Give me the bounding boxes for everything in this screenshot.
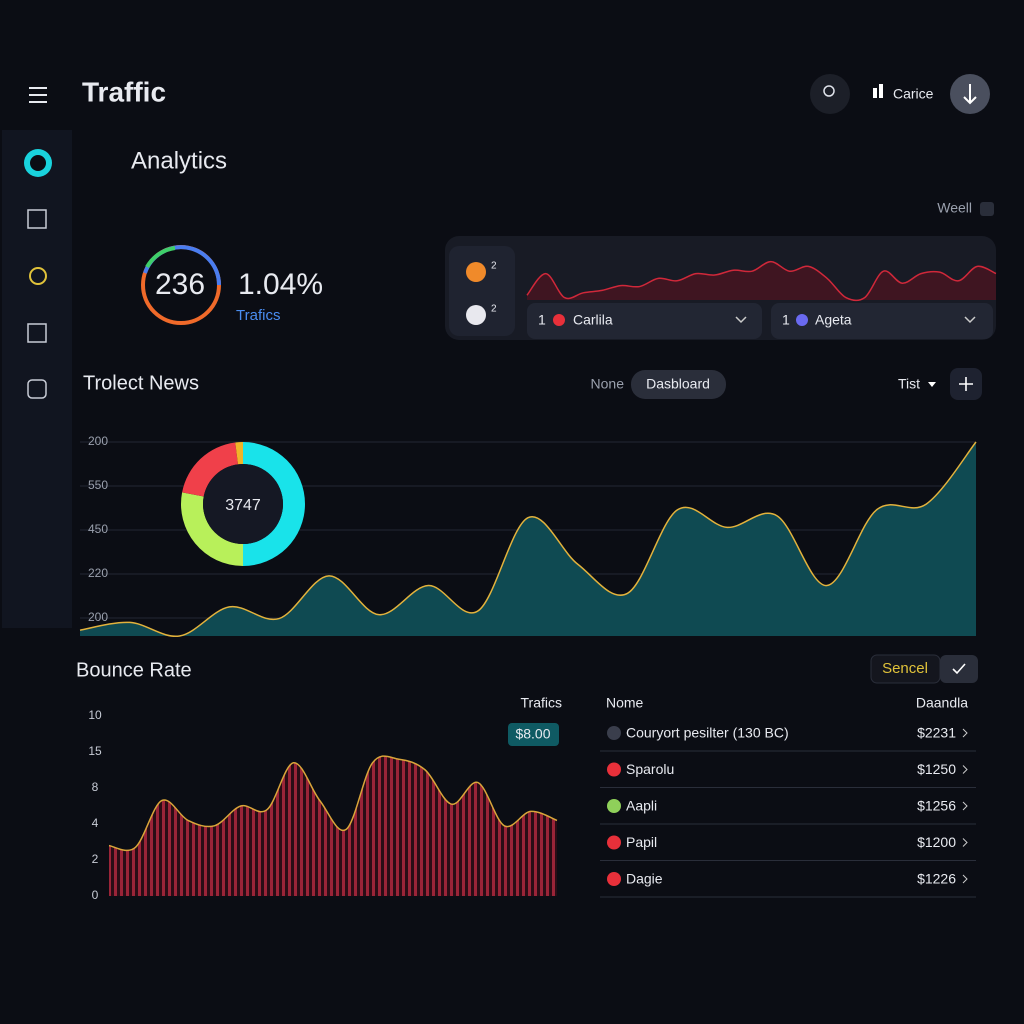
section-title: Trolect News	[83, 372, 199, 394]
row-chevron	[962, 801, 968, 811]
avatar-panel	[449, 246, 515, 336]
caret	[928, 382, 936, 387]
chevron	[735, 316, 747, 324]
dropdown[interactable]	[527, 303, 762, 339]
row-icon	[607, 872, 621, 886]
dropdown-label: Ageta	[815, 312, 852, 328]
period-selector[interactable]: Weell	[937, 200, 972, 216]
button-label[interactable]: Sencel	[882, 660, 928, 677]
table-header: Daandla	[916, 695, 968, 711]
row-name: Dagie	[626, 871, 663, 887]
row-amount: $1256	[917, 798, 956, 814]
area-line	[108, 755, 558, 852]
row-name: Aapli	[626, 798, 657, 814]
row-chevron	[962, 728, 968, 738]
gauge-arc	[145, 246, 176, 269]
user-icon	[873, 88, 877, 98]
y-axis-label: 0	[92, 888, 99, 902]
settings-button[interactable]	[810, 74, 850, 114]
donut-segment	[243, 442, 305, 566]
row-chevron	[962, 874, 968, 884]
row-name: Papil	[626, 834, 657, 850]
y-axis-label: 8	[92, 780, 99, 794]
chevron	[964, 316, 976, 324]
row-chevron	[962, 765, 968, 774]
row-icon	[607, 799, 621, 813]
area-line	[526, 260, 997, 302]
check-icon	[952, 663, 966, 675]
row-name: Couryort pesilter (130 BC)	[626, 725, 789, 741]
donut-segment	[180, 492, 243, 566]
row-amount: $1200	[917, 834, 956, 850]
donut-hole	[203, 464, 283, 544]
donut-label: 3747	[225, 497, 261, 514]
nav-security[interactable]	[27, 379, 47, 399]
y-axis-label: 2	[92, 852, 99, 866]
user-icon	[879, 84, 883, 98]
dropdown-count: 1	[538, 312, 546, 328]
y-axis-label: 200	[88, 610, 108, 624]
y-axis-label: 4	[92, 816, 99, 830]
row-name: Sparolu	[626, 761, 674, 777]
tab[interactable]: Dasbloard	[646, 376, 710, 392]
menu-button[interactable]	[29, 87, 47, 103]
y-axis-label: 200	[88, 434, 108, 448]
add-icon	[959, 377, 973, 391]
nav-home-icon	[30, 155, 46, 171]
nav-reports[interactable]	[27, 209, 47, 229]
filter-dropdown[interactable]: Tist	[898, 376, 920, 392]
dropdown[interactable]	[771, 303, 993, 339]
download-icon	[963, 84, 977, 105]
sidebar	[2, 130, 72, 628]
area-fill	[109, 756, 557, 896]
confirm-button[interactable]	[940, 655, 978, 683]
tab[interactable]: None	[591, 376, 625, 392]
y-axis-label: 550	[88, 478, 108, 492]
row-chevron	[962, 838, 968, 847]
nav-insights[interactable]	[29, 267, 47, 285]
row-amount: $1250	[917, 761, 956, 777]
y-axis-label: 450	[88, 522, 108, 536]
y-axis-label: 220	[88, 566, 108, 580]
gauge-value: 236	[155, 268, 205, 301]
y-axis-label: 15	[88, 744, 102, 758]
row-icon	[607, 762, 621, 777]
series-label: Trafics	[521, 695, 562, 711]
dropdown-icon	[796, 314, 808, 326]
avatar	[466, 262, 486, 282]
row-icon	[607, 835, 621, 850]
section-title: Analytics	[131, 147, 227, 174]
nav-files[interactable]	[27, 323, 47, 343]
avatar-badge: 2	[491, 261, 497, 272]
area-fill	[80, 442, 976, 637]
tab-active-bg[interactable]	[631, 370, 726, 399]
user-name[interactable]: Carice	[893, 86, 934, 102]
dropdown-count: 1	[782, 312, 790, 328]
donut-segment	[235, 442, 243, 465]
row-amount: $2231	[917, 725, 956, 741]
row-icon	[607, 726, 621, 740]
badge	[508, 723, 559, 746]
rate-label: Trafics	[236, 307, 280, 324]
dropdown-label: Carlila	[573, 312, 613, 328]
page-title: Traffic	[82, 76, 166, 107]
section-title: Bounce Rate	[76, 659, 192, 681]
settings-icon	[823, 85, 835, 97]
period-icon	[980, 202, 994, 216]
area-fill	[527, 261, 996, 301]
area-line	[79, 441, 977, 637]
donut-segment	[182, 442, 238, 497]
row-amount: $1226	[917, 871, 956, 887]
avatar	[466, 305, 486, 325]
avatar-badge: 2	[491, 304, 497, 315]
dropdown-icon	[553, 314, 565, 326]
badge-value: $8.00	[515, 726, 550, 742]
y-axis-label: 10	[88, 708, 102, 722]
rate-value: 1.04%	[238, 268, 323, 301]
table-header: Nome	[606, 695, 644, 711]
